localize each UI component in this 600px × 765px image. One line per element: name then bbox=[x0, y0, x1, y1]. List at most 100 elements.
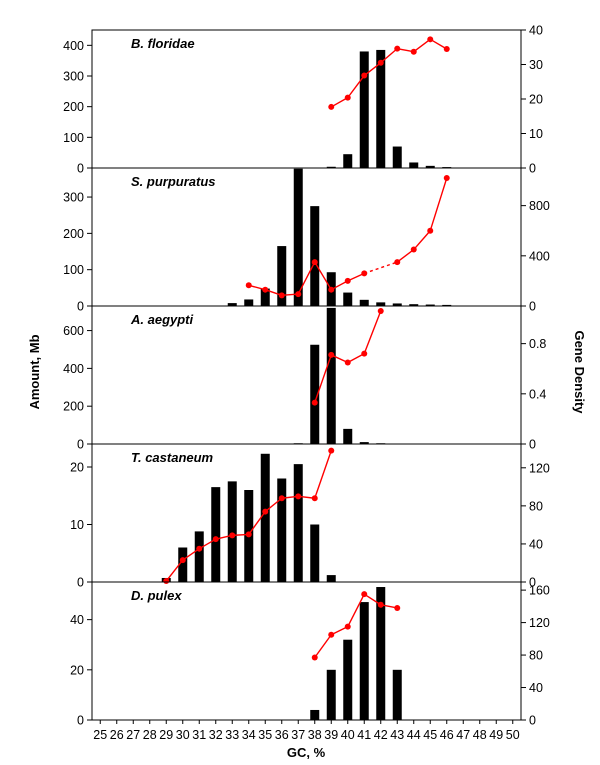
bar bbox=[376, 587, 386, 720]
panel-5: D. pulex 0 20 40 0 40 80 120 160 bbox=[70, 581, 550, 728]
right-tick-label: 0 bbox=[529, 162, 536, 176]
line-point bbox=[311, 259, 318, 266]
bar bbox=[343, 292, 353, 306]
series-line-segment bbox=[248, 511, 266, 535]
line-point bbox=[328, 286, 335, 293]
left-tick-label: 0 bbox=[77, 714, 84, 728]
line-point bbox=[328, 447, 335, 454]
series-line-segment bbox=[314, 450, 332, 499]
bar bbox=[211, 487, 221, 582]
x-tick-label: 36 bbox=[275, 728, 289, 742]
line-point bbox=[245, 531, 252, 538]
x-tick-label: 47 bbox=[456, 728, 470, 742]
series-line-segment bbox=[363, 593, 382, 606]
series-line-segment bbox=[297, 261, 316, 295]
left-tick-label: 400 bbox=[63, 39, 84, 53]
right-tick-label: 40 bbox=[529, 24, 543, 38]
bar bbox=[310, 344, 320, 444]
series-line-segment bbox=[363, 310, 382, 354]
right-tick-label: 10 bbox=[529, 127, 543, 141]
left-tick-label: 100 bbox=[63, 131, 84, 145]
bar bbox=[359, 299, 369, 306]
left-tick-label: 100 bbox=[63, 263, 84, 277]
bar bbox=[359, 442, 369, 444]
line-point bbox=[361, 350, 368, 357]
line-point bbox=[278, 495, 285, 502]
series-line-segment bbox=[380, 48, 398, 64]
x-tick-label: 27 bbox=[126, 728, 140, 742]
right-tick-label: 0.8 bbox=[529, 337, 546, 351]
line-point bbox=[212, 536, 219, 543]
x-tick-label: 29 bbox=[159, 728, 173, 742]
bar bbox=[425, 165, 435, 168]
bar bbox=[442, 304, 452, 306]
bar bbox=[227, 303, 237, 306]
bar bbox=[343, 154, 353, 168]
left-tick-label: 300 bbox=[63, 191, 84, 205]
line-point bbox=[295, 493, 302, 500]
left-tick-label: 300 bbox=[63, 70, 84, 84]
x-tick-label: 39 bbox=[324, 728, 338, 742]
panel-3: A. aegypti 0 200 400 600 0 0.4 0.8 bbox=[63, 305, 546, 452]
bar bbox=[392, 669, 402, 720]
line-point bbox=[311, 495, 318, 502]
bar bbox=[277, 246, 287, 306]
series-line-segment bbox=[347, 272, 365, 282]
right-tick-label: 20 bbox=[529, 93, 543, 107]
series-line-segment bbox=[182, 548, 200, 561]
line-point bbox=[278, 292, 285, 299]
line-point bbox=[361, 591, 368, 598]
x-tick-label: 32 bbox=[209, 728, 223, 742]
x-axis: 25 26 27 28 29 30 31 32 33 34 35 36 37 38 39 40 41 42 43 44… bbox=[93, 720, 520, 742]
line-point bbox=[427, 36, 434, 43]
right-tick-label: 40 bbox=[529, 681, 543, 695]
panel-frame bbox=[91, 581, 522, 721]
bar bbox=[326, 669, 336, 720]
right-tick-label: 80 bbox=[529, 499, 543, 513]
series-line-segment bbox=[396, 248, 415, 263]
series-line-segment bbox=[330, 97, 349, 108]
right-tick-label: 120 bbox=[529, 616, 550, 630]
x-tick-label: 44 bbox=[407, 728, 421, 742]
bar bbox=[310, 709, 320, 720]
x-tick-label: 42 bbox=[374, 728, 388, 742]
bar bbox=[178, 547, 188, 582]
x-axis-title: GC, % bbox=[287, 745, 326, 760]
x-tick-label: 33 bbox=[225, 728, 239, 742]
right-tick-label: 0 bbox=[529, 300, 536, 314]
right-tick-label: 0.4 bbox=[529, 387, 546, 401]
series-line-segment bbox=[330, 354, 349, 364]
series-line-segment bbox=[165, 559, 184, 582]
line-point bbox=[443, 45, 450, 52]
left-tick-label: 20 bbox=[70, 461, 84, 475]
x-tick-label: 26 bbox=[110, 728, 124, 742]
series-line-segment bbox=[347, 353, 365, 364]
line-point bbox=[361, 72, 368, 79]
series-line-segment bbox=[314, 354, 332, 403]
left-tick-label: 400 bbox=[63, 362, 84, 376]
line-point bbox=[344, 277, 351, 284]
bar bbox=[277, 478, 287, 582]
series-line-segment bbox=[330, 626, 349, 636]
line-point bbox=[245, 282, 252, 289]
x-tick-label: 43 bbox=[390, 728, 404, 742]
x-tick-label: 38 bbox=[308, 728, 322, 742]
line-point bbox=[394, 259, 401, 266]
bar bbox=[244, 299, 254, 306]
series-line-segment bbox=[413, 230, 431, 251]
line-point bbox=[394, 45, 401, 52]
bar bbox=[293, 168, 303, 306]
right-tick-label: 800 bbox=[529, 199, 550, 213]
bar bbox=[409, 304, 419, 306]
x-tick-label: 48 bbox=[473, 728, 487, 742]
x-tick-label: 45 bbox=[423, 728, 437, 742]
series-line-segment bbox=[314, 634, 332, 658]
bar bbox=[194, 531, 204, 582]
line-point bbox=[328, 103, 335, 110]
left-tick-label: 200 bbox=[63, 227, 84, 241]
panel-title: T. castaneum bbox=[131, 450, 214, 465]
panel-1: B. floridae 0 100 200 300 400 0 10 20 30 40 bbox=[63, 24, 543, 176]
left-tick-label: 0 bbox=[77, 162, 84, 176]
